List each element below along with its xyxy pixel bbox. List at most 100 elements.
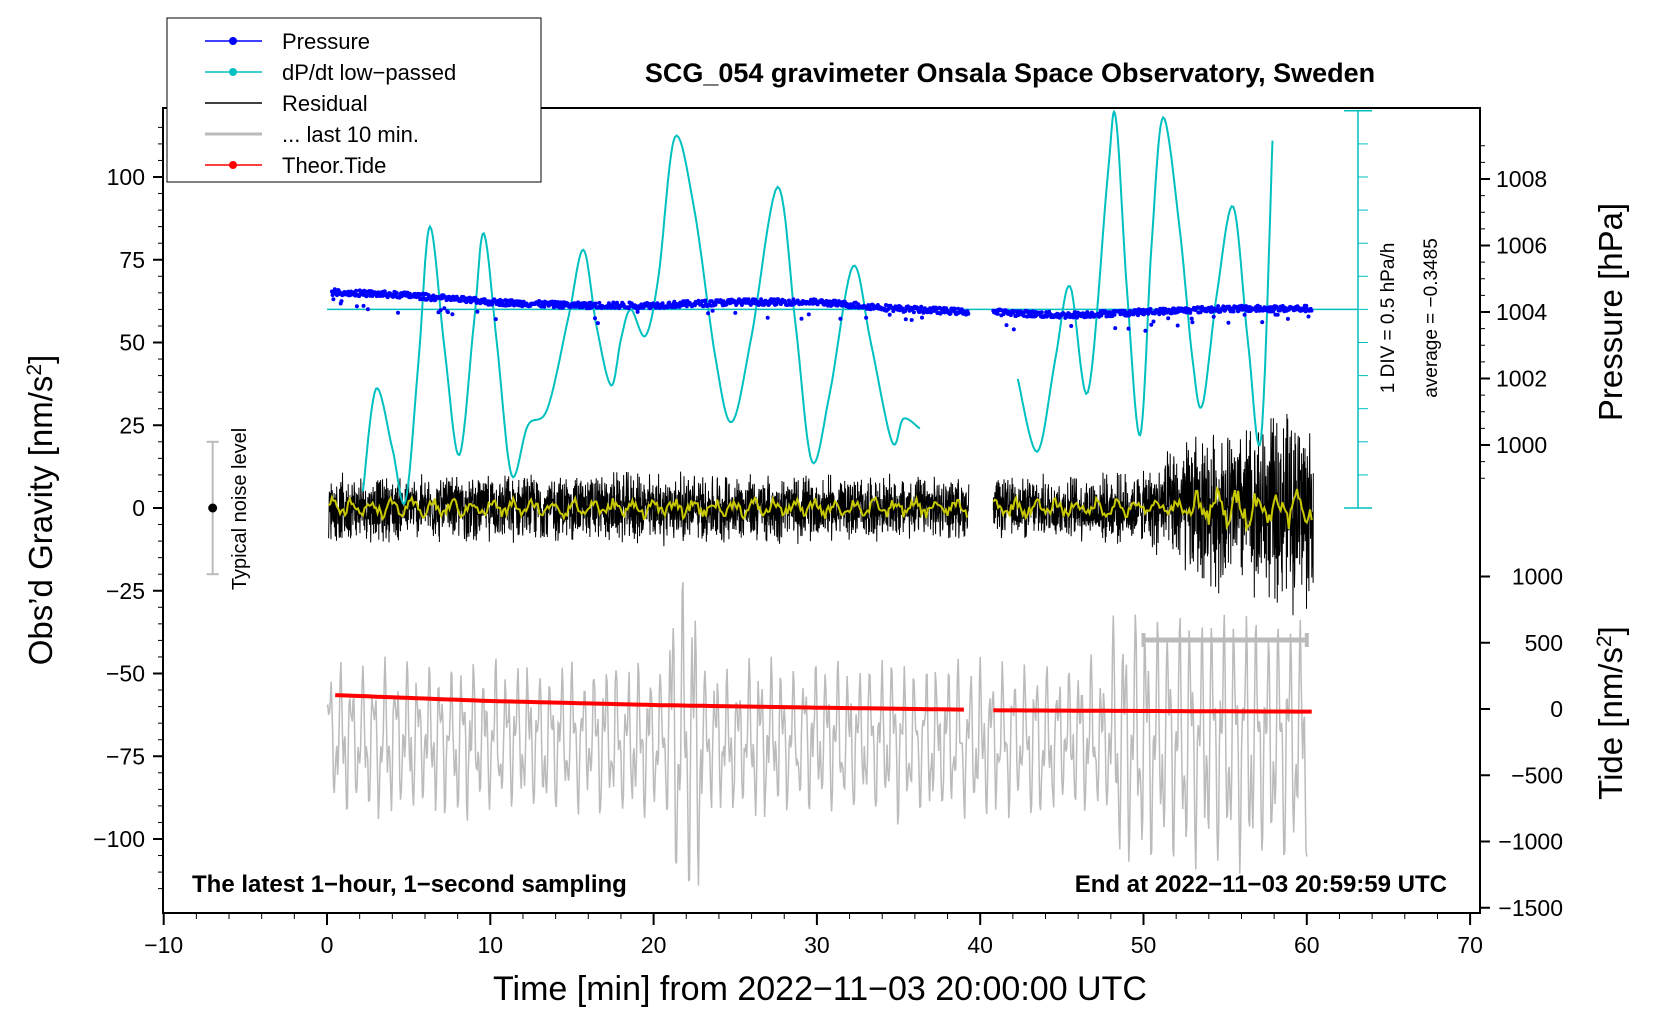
x-tick-label: 40 [967,932,993,958]
pressure-point [886,307,891,312]
pressure-point [1211,314,1216,319]
pressure-point [1272,307,1276,312]
pressure-point [920,315,924,320]
pressure-point [710,308,715,313]
pressure-point [1226,320,1231,325]
pressure-point [911,310,916,315]
pressure-point [493,317,498,322]
x-tick-label: 10 [478,932,504,958]
x-tick-label: 20 [641,932,667,958]
pressure-point [909,318,914,322]
dpdt-line [1016,109,1274,453]
pressure-point [635,309,640,314]
dpdt-average-label: average = −0.3485 [1421,238,1442,398]
y-tick-label: −75 [106,743,145,769]
pressure-point [593,301,598,306]
pressure-point [1285,316,1290,321]
pressure-point [1103,310,1108,315]
pressure-point [354,304,359,309]
pressure-point [1175,323,1180,328]
x-tick-label: 0 [321,932,334,958]
y-tick-label: −50 [106,661,145,687]
pressure-tick-label: 1004 [1496,299,1547,325]
last10-line [326,581,1308,886]
legend-box [166,17,542,183]
legend-label: dP/dt low−passed [282,60,456,85]
pressure-point [1004,323,1009,328]
pressure-point [765,315,770,320]
legend-label: ... last 10 min. [282,122,419,147]
pressure-point [948,311,953,316]
pressure-point [1198,310,1203,315]
pressure-point [838,316,843,321]
y-axis-label-gravity-text: Obs’d Gravity [nm/s [22,376,59,666]
pressure-point [537,299,542,303]
pressure-point [995,311,1000,316]
y-axis-label-gravity-sup: 2 [23,364,46,376]
pressure-point [444,298,449,303]
pressure-point [394,290,399,295]
x-tick-label: 50 [1131,932,1157,958]
legend-swatch-marker [229,161,237,169]
legend: Pressure dP/dt low−passed Residual ... last… [166,17,542,183]
y-axis-label-tide-end: ] [1592,626,1629,635]
tide-tick-label: −500 [1511,762,1563,788]
pressure-point [365,307,370,312]
pressure-point [1112,312,1117,317]
pressure-point [828,299,833,304]
tide-tick-label: −1500 [1498,895,1563,921]
tide-line [993,708,1312,714]
pressure-point [482,297,487,302]
pressure-point [1274,305,1279,310]
last10-series [326,581,1308,886]
pressure-point [364,294,369,299]
pressure-point [442,306,447,311]
y-axis-label-tide-sup: 2 [1593,635,1616,647]
y-tick-label: 25 [119,412,145,438]
pressure-point [361,303,366,308]
x-tick-label: 70 [1457,932,1483,958]
pressure-point [593,316,597,321]
pressure-point [1022,314,1027,318]
noise-bar-center [208,503,218,513]
y-tick-label: −100 [93,826,145,852]
pressure-point [450,312,455,317]
pressure-point [1069,324,1074,328]
pressure-point [706,311,711,316]
dpdt-scale-axis [1344,110,1372,509]
smoothed-residual-series [327,486,1313,533]
residual-line [328,471,970,547]
pressure-point [438,308,443,313]
pressure-point [1242,312,1247,317]
pressure-point [459,298,464,303]
pressure-point [903,317,908,322]
pressure-point [1127,313,1132,318]
pressure-point [556,300,561,305]
pressure-tick-label: 1000 [1496,432,1547,458]
smoothed-residual-line [327,494,969,522]
pressure-point [553,299,558,304]
noise-level-bar [206,440,219,576]
y-axis-label-gravity: Obs’d Gravity [nm/s2] [22,355,59,666]
chart-title: SCG_054 gravimeter Onsala Space Observat… [645,58,1375,88]
legend-swatch-marker [229,68,237,76]
pressure-point [354,288,359,293]
x-axis-label: Time [min] from 2022−11−03 20:00:00 UTC [493,970,1147,1008]
pressure-point [1143,328,1148,333]
pressure-point [868,307,873,312]
pressure-point [339,299,344,304]
noise-level-label: Typical noise level [229,428,251,590]
legend-label: Theor.Tide [282,153,386,178]
tide-axis-ticks: 1000 500 0 −500 −1000 −1500 [1480,564,1563,921]
pressure-point [966,311,971,316]
tide-tick-label: 500 [1525,630,1563,656]
tide-line [335,693,964,712]
y-axis-label-tide-text: Tide [nm/s [1592,647,1629,800]
y-axis-ticks: 100 75 50 25 0 −25 −50 −75 −100 [93,126,163,890]
pressure-point [1011,327,1016,332]
last10-window-bracket [1141,633,1309,647]
pressure-point [1216,304,1221,309]
pressure-point [1188,310,1193,315]
y-tick-label: 75 [119,247,145,273]
